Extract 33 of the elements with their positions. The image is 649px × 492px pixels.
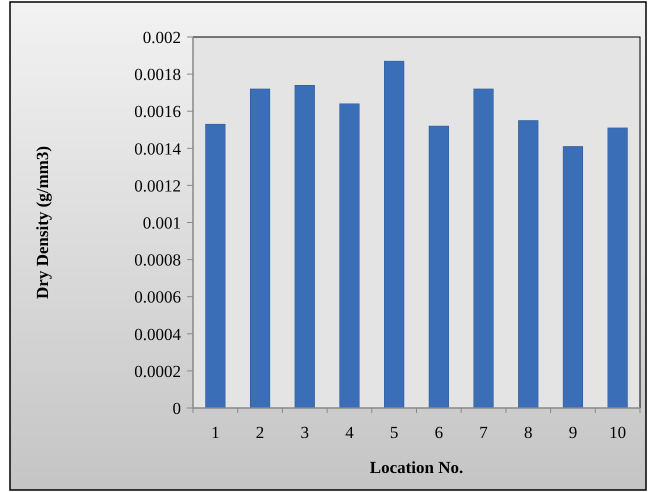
y-tick-label: 0.0006: [134, 288, 181, 307]
x-tick-label: 8: [524, 423, 532, 442]
y-tick-label: 0.002: [142, 28, 181, 47]
y-tick-label: 0.0008: [134, 250, 181, 270]
x-tick-label: 6: [434, 423, 444, 442]
y-tick-label: 0.0012: [134, 176, 181, 196]
x-tick-label: 3: [300, 423, 309, 442]
bar: [473, 88, 494, 408]
bar: [250, 88, 270, 408]
bar: [562, 146, 584, 408]
x-axis-title: Location No.: [370, 458, 464, 477]
y-tick-label: 0.0014: [134, 139, 182, 158]
x-tick-label: 7: [479, 423, 488, 442]
x-tick-label: 4: [345, 423, 354, 442]
y-tick-label: 0.0004: [134, 324, 182, 344]
x-tick-label: 9: [568, 423, 578, 442]
y-axis-title: Dry Density (g/mm3): [33, 146, 52, 299]
y-tick-label: 0.0018: [134, 65, 181, 84]
x-tick-label: 10: [609, 423, 626, 442]
bar: [428, 126, 449, 408]
bar: [608, 128, 628, 408]
bar: [339, 104, 360, 408]
bar: [294, 84, 315, 408]
x-tick-label: 1: [211, 423, 220, 442]
bar: [205, 124, 226, 408]
x-tick-label: 5: [390, 423, 398, 442]
y-tick-label: 0: [172, 398, 181, 418]
y-tick-label: 0.0002: [134, 362, 181, 381]
bar: [518, 120, 538, 408]
y-tick-label: 0.0016: [134, 102, 181, 122]
y-tick-label: 0.001: [142, 213, 181, 232]
x-tick-label: 2: [256, 423, 264, 442]
bar: [384, 60, 404, 408]
